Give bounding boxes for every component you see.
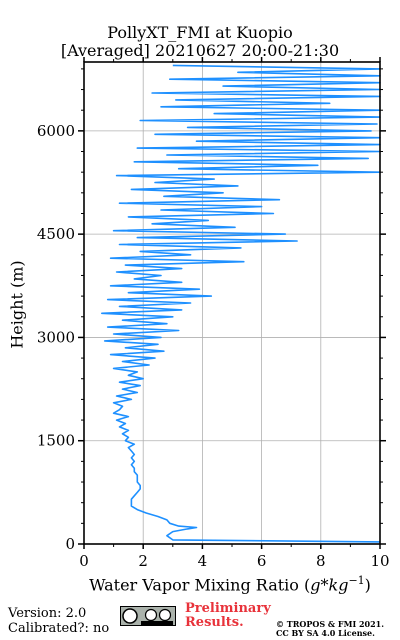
x-tick-label: 4 [198,552,208,570]
y-tick-label: 6000 [37,122,75,140]
x-tick-label: 8 [316,552,326,570]
x-tick-label: 0 [79,552,89,570]
y-axis-label: Height (m) [7,260,27,349]
copyright-note: © TROPOS & FMI 2021. CC BY SA 4.0 License… [276,619,385,638]
y-tick-label: 0 [65,535,75,553]
x-tick-label: 6 [257,552,267,570]
preliminary-results-note: Preliminary Results. [185,601,271,630]
water-vapor-profile-line [101,64,381,543]
cc-license-badge [120,606,176,626]
chart-title-line1: PollyXT_FMI at Kuopio [107,23,293,42]
version-text: Version: 2.0 [8,606,87,621]
x-tick-label: 10 [370,552,389,570]
chart-title-line2: [Averaged] 20210627 20:00-21:30 [60,41,340,60]
x-tick-label: 2 [138,552,148,570]
y-tick-label: 1500 [37,432,75,450]
y-tick-label: 3000 [37,328,75,346]
plot-frame [83,61,381,545]
y-tick-label: 4500 [37,225,75,243]
x-axis-label: Water Vapor Mixing Ratio (g*kg−1) [89,574,371,595]
calibrated-text: Calibrated?: no [8,621,110,636]
